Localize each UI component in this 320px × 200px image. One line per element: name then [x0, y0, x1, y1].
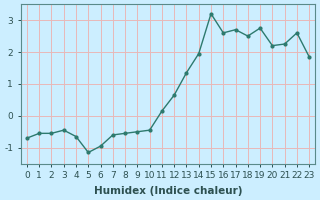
- X-axis label: Humidex (Indice chaleur): Humidex (Indice chaleur): [94, 186, 242, 196]
